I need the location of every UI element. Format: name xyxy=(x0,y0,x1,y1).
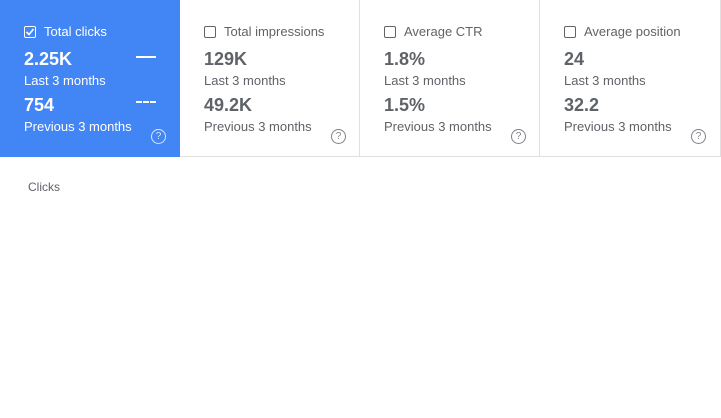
previous-value: 754 xyxy=(24,95,55,115)
checkbox[interactable] xyxy=(564,26,576,38)
current-label: Last 3 months xyxy=(204,73,286,88)
current-value: 1.8% xyxy=(384,49,426,69)
metric-card[interactable]: Average position 24 Last 3 months 32.2 Previ… xyxy=(540,0,721,157)
metric-cards: 020406020406080 Total clicks 2.25K Last 3 m… xyxy=(0,0,721,157)
legend-dashed xyxy=(136,101,156,103)
current-value: 24 xyxy=(564,49,585,69)
card-title: Total impressions xyxy=(224,24,325,39)
metric-card[interactable]: 020406020406080 Total clicks 2.25K Last 3 m… xyxy=(0,0,180,157)
card-title: Total clicks xyxy=(44,24,107,39)
current-label: Last 3 months xyxy=(384,73,466,88)
current-label: Last 3 months xyxy=(564,73,646,88)
previous-value: 32.2 xyxy=(564,95,600,115)
current-label: Last 3 months xyxy=(24,73,106,88)
previous-label: Previous 3 months xyxy=(564,119,672,134)
current-value: 2.25K xyxy=(24,49,73,69)
metric-card[interactable]: Average CTR 1.8% Last 3 months 1.5% Previous… xyxy=(360,0,540,157)
help-icon[interactable]: ? xyxy=(151,129,166,144)
checkbox[interactable] xyxy=(384,26,396,38)
help-icon[interactable]: ? xyxy=(331,129,346,144)
legend-solid xyxy=(136,56,156,58)
y-axis-label: Clicks xyxy=(28,180,60,194)
help-icon[interactable]: ? xyxy=(691,129,706,144)
card-title: Average CTR xyxy=(404,24,483,39)
previous-label: Previous 3 months xyxy=(204,119,312,134)
previous-value: 1.5% xyxy=(384,95,426,115)
help-icon[interactable]: ? xyxy=(511,129,526,144)
check: 020406020406080 xyxy=(25,28,35,36)
metric-card[interactable]: Total impressions 129K Last 3 months 49.2K P… xyxy=(180,0,360,157)
current-value: 129K xyxy=(204,49,248,69)
checkbox[interactable] xyxy=(204,26,216,38)
previous-value: 49.2K xyxy=(204,95,253,115)
previous-label: Previous 3 months xyxy=(384,119,492,134)
previous-label: Previous 3 months xyxy=(24,119,132,134)
card-title: Average position xyxy=(584,24,681,39)
checkbox[interactable]: 020406020406080 xyxy=(24,26,36,38)
